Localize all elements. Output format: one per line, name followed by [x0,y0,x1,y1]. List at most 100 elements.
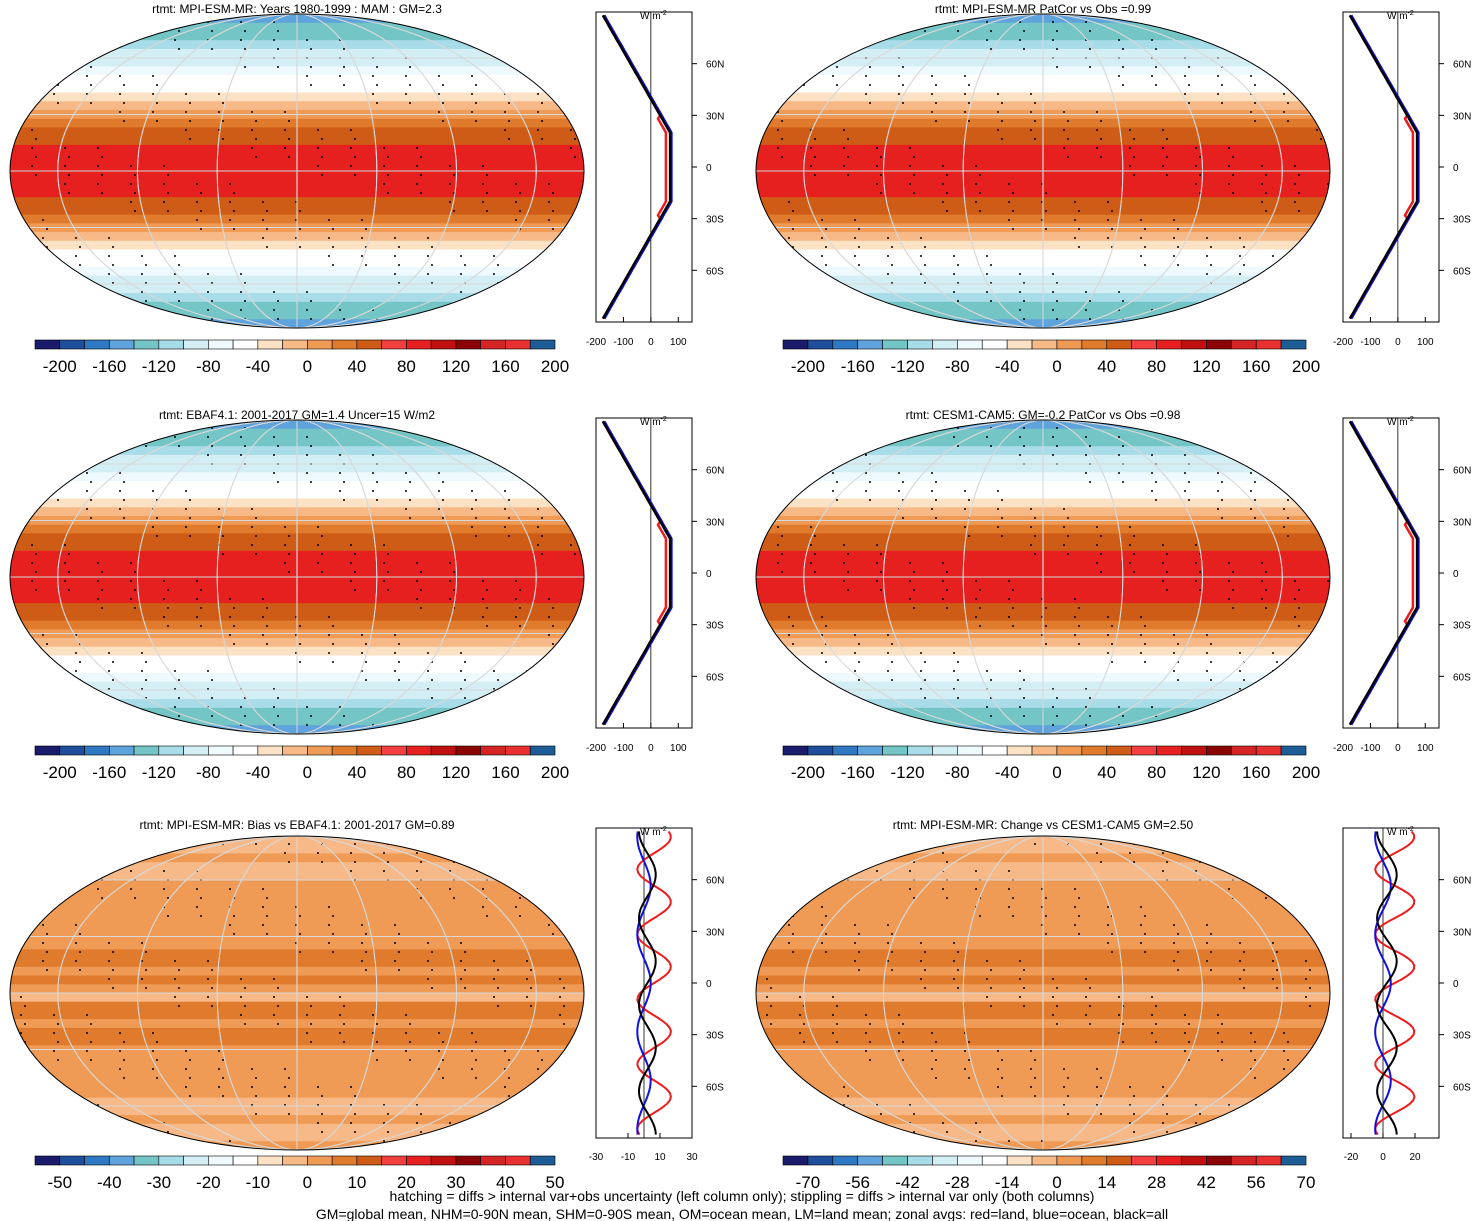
stipple-dot [1023,282,1025,284]
stipple-dot [909,870,911,872]
graticule-meridian [882,14,1204,328]
stipple-dot [1118,1014,1120,1016]
stipple-dot [152,75,154,77]
stipple-dot [913,1113,915,1115]
stipple-dot [1012,192,1014,194]
stipple-dot [1309,48,1311,50]
stipple-dot [832,39,834,41]
stipple-dot [200,228,202,230]
stipple-dot [953,942,955,944]
stipple-dot [924,697,926,699]
stipple-dot [306,472,308,474]
stipple-dot [31,852,33,854]
stipple-dot [865,454,867,456]
stipple-dot [1078,915,1080,917]
stipple-dot [185,526,187,528]
stipple-dot [541,102,543,104]
stipple-dot [519,625,521,627]
stipple-dot [185,490,187,492]
stipple-dot [24,1005,26,1007]
stipple-dot [799,706,801,708]
stipple-dot [1294,1122,1296,1124]
stipple-dot [832,724,834,726]
stipple-dot [299,228,301,230]
stipple-dot [1063,147,1065,149]
stipple-dot [788,219,790,221]
stipple-dot [90,66,92,68]
stipple-dot [471,1050,473,1052]
stipple-dot [141,21,143,23]
stipple-dot [156,517,158,519]
stipple-dot [574,138,576,140]
stipple-dot [1034,1059,1036,1061]
stipple-dot [541,138,543,140]
stipple-dot [284,129,286,131]
stipple-dot [1034,120,1036,122]
stipple-dot [1085,21,1087,23]
stipple-dot [266,643,268,645]
stipple-dot [145,300,147,302]
stipple-dot [438,472,440,474]
zonal-line-land [636,830,672,1136]
stipple-dot [431,679,433,681]
stipple-dot [1298,210,1300,212]
stipple-dot [777,1068,779,1070]
stipple-dot [145,679,147,681]
stipple-dot [141,255,143,257]
stipple-dot [519,879,521,881]
units-text: W m [1387,11,1408,22]
stipple-dot [1250,1050,1252,1052]
stipple-dot [1096,111,1098,113]
stipple-dot [1210,427,1212,429]
stipple-dot [1166,1113,1168,1115]
colorbar-swatch [832,339,859,350]
stipple-dot [1305,670,1307,672]
stipple-dot [453,174,455,176]
stipple-dot [1067,517,1069,519]
stipple-dot [493,21,495,23]
stipple-dot [1309,987,1311,989]
stipple-dot [167,607,169,609]
lat-tick-label: 60N [1453,466,1471,477]
stipple-dot [968,102,970,104]
stipple-dot [1162,870,1164,872]
stipple-dot [475,1059,477,1061]
stipple-dot [880,571,882,573]
stipple-dot [935,1077,937,1079]
stipple-dot [178,445,180,447]
stipple-dot [75,273,77,275]
stipple-dot [328,634,330,636]
stipple-dot [847,843,849,845]
stipple-dot [277,30,279,32]
stipple-dot [1305,255,1307,257]
stipple-dot [178,679,180,681]
stipple-dot [909,183,911,185]
stipple-dot [766,309,768,311]
stipple-dot [255,120,257,122]
stipple-dot [1151,75,1153,77]
stipple-dot [1155,66,1157,68]
stipple-dot [486,1131,488,1133]
stipple-dot [1155,481,1157,483]
stipple-dot [416,562,418,564]
colorbar-swatch [282,339,308,350]
stipple-dot [339,75,341,77]
stipple-dot [759,607,761,609]
stipple-dot [207,996,209,998]
stipple-dot [913,607,915,609]
stipple-dot [185,1068,187,1070]
stipple-dot [299,915,301,917]
stipple-dot [530,987,532,989]
stipple-dot [46,951,48,953]
stipple-dot [766,1014,768,1016]
stipple-dot [112,969,114,971]
stipple-dot [1287,535,1289,537]
stipple-dot [935,517,937,519]
units-text: W m [640,417,661,428]
stipple-dot [1012,210,1014,212]
stipple-dot [1140,237,1142,239]
stipple-dot [1239,670,1241,672]
stipple-dot [497,987,499,989]
stipple-dot [431,264,433,266]
